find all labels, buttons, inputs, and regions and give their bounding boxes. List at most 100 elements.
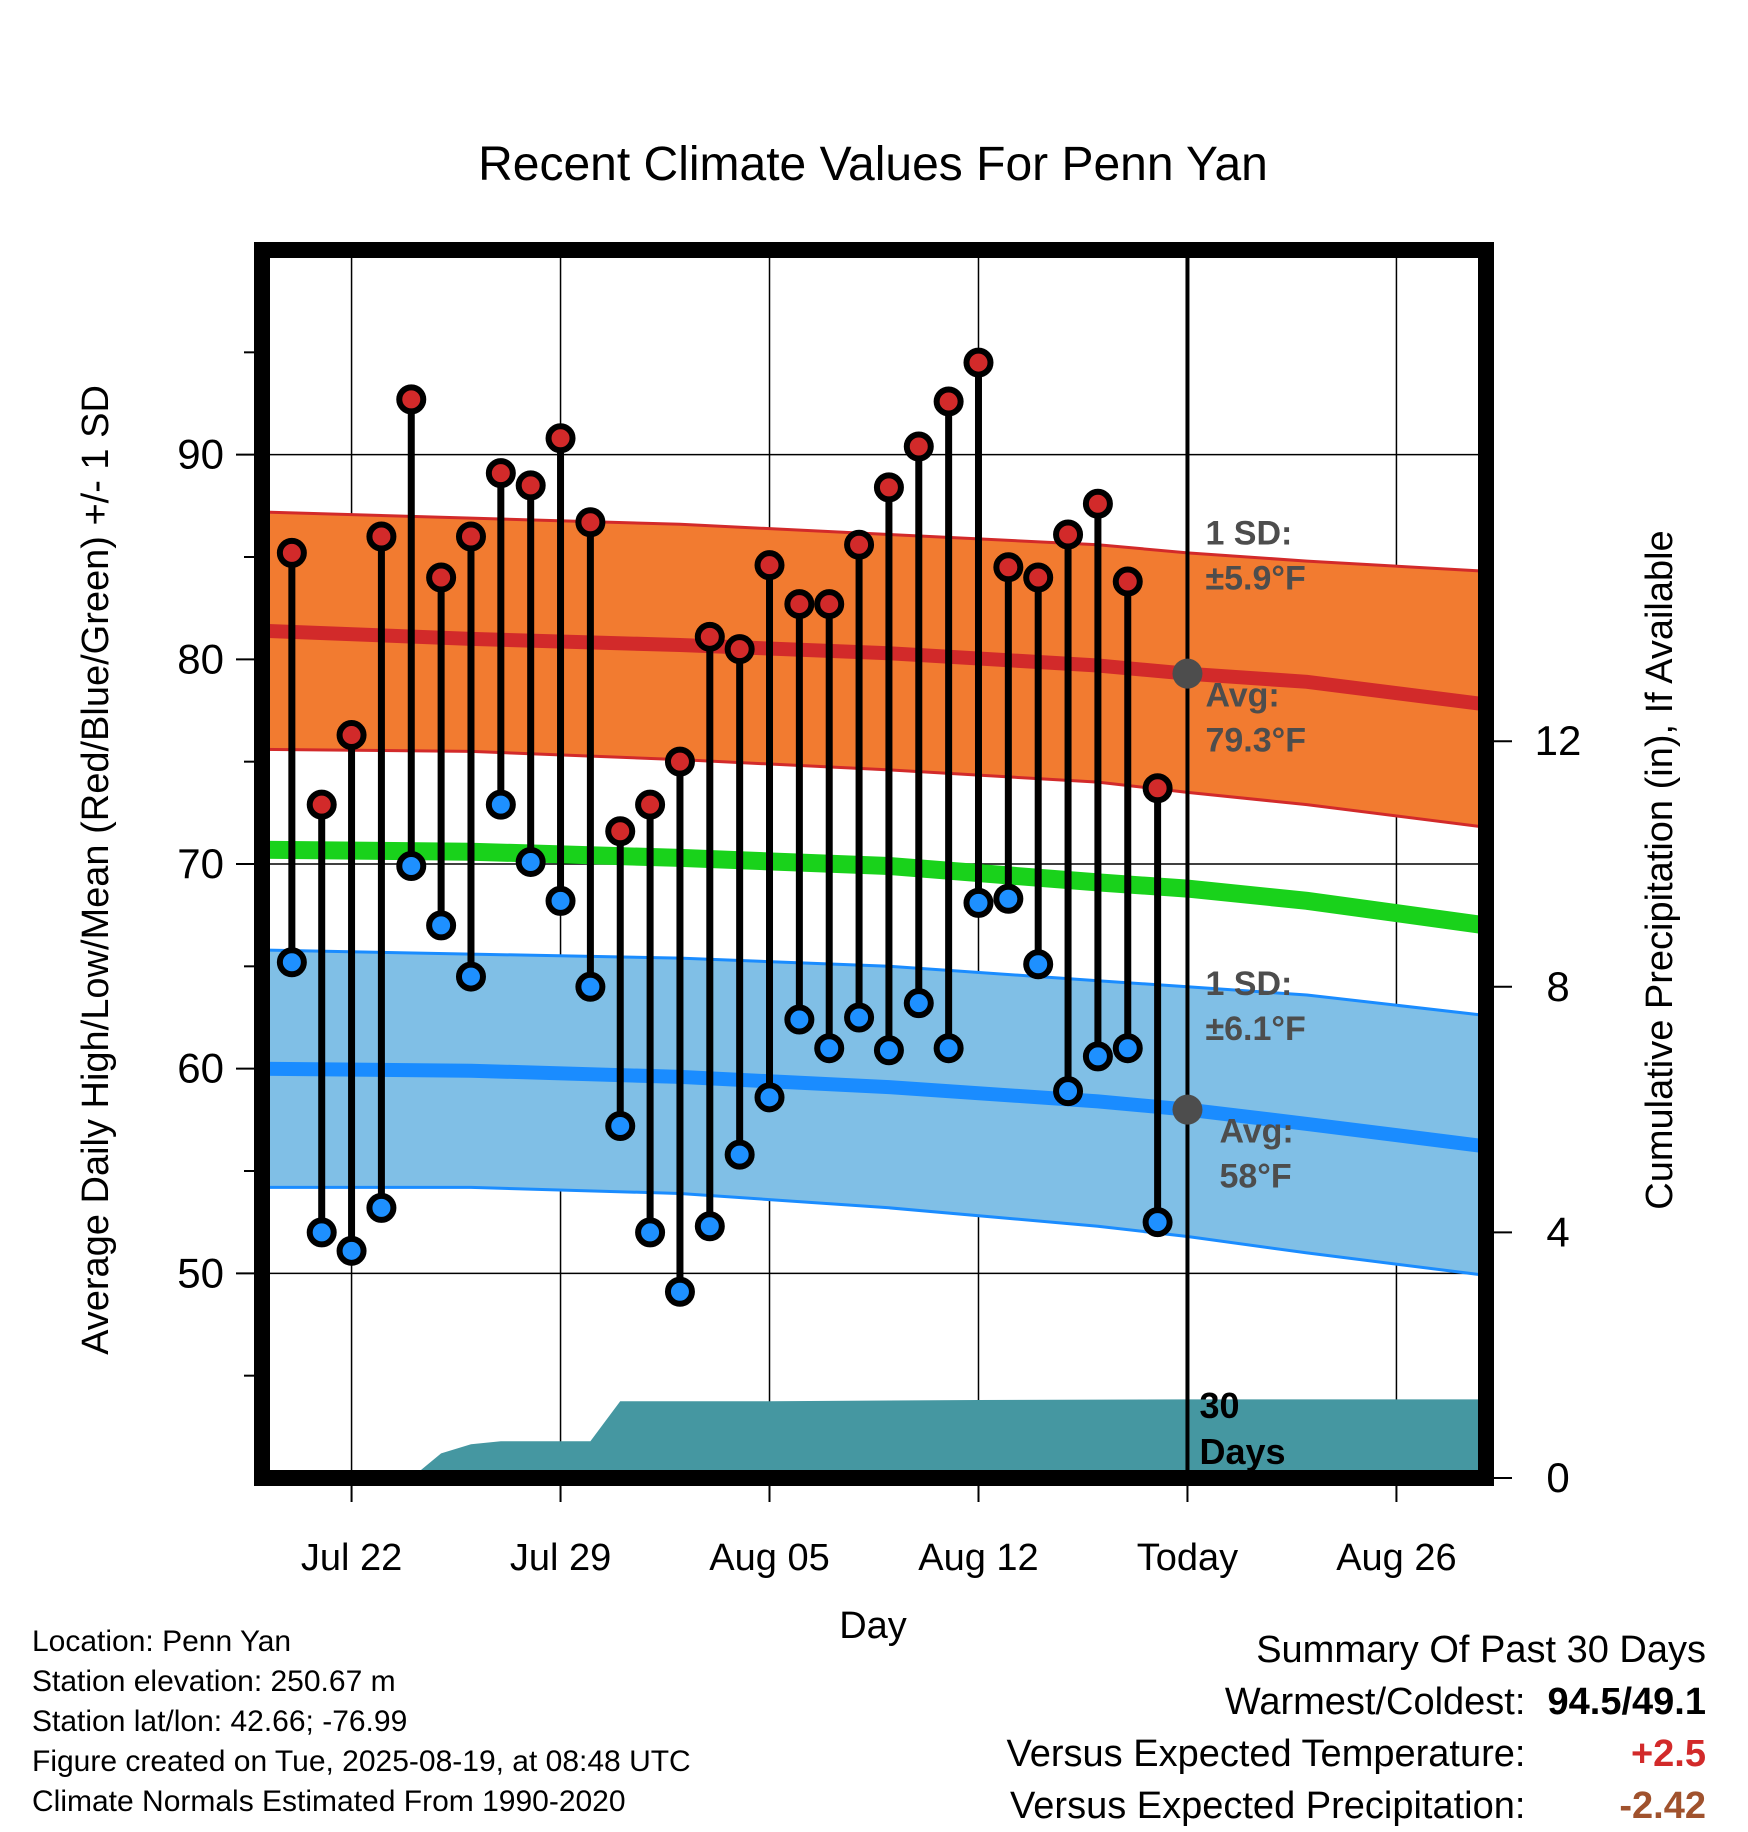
daily-low-point — [1053, 1076, 1084, 1107]
daily-high-point — [485, 458, 516, 489]
temp-departure-label: Versus Expected Temperature: — [1006, 1733, 1526, 1775]
daily-low-point — [575, 971, 606, 1002]
y2-tick-label: 4 — [1546, 1208, 1569, 1255]
daily-high-point — [635, 789, 666, 820]
daily-high-point — [515, 470, 546, 501]
daily-low-point — [724, 1139, 755, 1170]
daily-low-point — [515, 846, 546, 877]
temp-departure-value: +2.5 — [1630, 1733, 1706, 1775]
daily-low-point — [1023, 949, 1054, 980]
daily-low-point — [426, 910, 457, 941]
high-avg-value: 79.3°F — [1205, 721, 1306, 759]
location-text: Location: Penn Yan — [32, 1625, 292, 1658]
daily-high-point — [575, 507, 606, 538]
temp-departure-row: Versus Expected Temperature: +2.5 — [1007, 1728, 1706, 1780]
high-sd-lower-line — [262, 747, 1486, 829]
daily-low-point — [605, 1110, 636, 1141]
x-tick-label: Jul 29 — [510, 1537, 611, 1579]
daily-high-point — [366, 521, 397, 552]
precip-departure-row: Versus Expected Precipitation: -2.42 — [1007, 1780, 1706, 1832]
y2-tick-label: 0 — [1546, 1454, 1569, 1501]
summary-panel: Summary Of Past 30 Days Warmest/Coldest:… — [1007, 1624, 1706, 1832]
daily-high-point — [396, 384, 427, 415]
y-tick-label: 60 — [177, 1045, 224, 1092]
plot-frame — [254, 242, 1494, 1486]
high-sd-upper-line — [262, 510, 1486, 573]
station-info: Location: Penn Yan Station elevation: 25… — [32, 1622, 691, 1822]
daily-high-point — [903, 431, 934, 462]
y-tick-label: 80 — [177, 635, 224, 682]
high-sd-value: ±5.9°F — [1205, 560, 1305, 598]
daily-high-point — [455, 521, 486, 552]
daily-low-point — [664, 1276, 695, 1307]
daily-high-point — [336, 720, 367, 751]
x-tick-label: Jul 22 — [301, 1537, 402, 1579]
daily-low-point — [1112, 1033, 1143, 1064]
normal-mean-line — [262, 840, 1486, 935]
y2-tick-label: 8 — [1546, 963, 1569, 1010]
plot-content: 1 SD: ±5.9°F Avg: 79.3°F 1 SD: ±6.1°F Avg: 58°F… — [262, 250, 1486, 1478]
daily-high-point — [276, 537, 307, 568]
daily-low-point — [814, 1033, 845, 1064]
daily-low-point — [366, 1192, 397, 1223]
y2-axis-label: Cumulative Precipitation (in), If Availa… — [1639, 530, 1681, 1209]
precip-departure-value: -2.42 — [1619, 1785, 1706, 1827]
x-tick-label: Today — [1137, 1537, 1238, 1579]
daily-low-point — [963, 887, 994, 918]
daily-low-point — [873, 1035, 904, 1066]
daily-high-point — [306, 789, 337, 820]
daily-low-point — [336, 1235, 367, 1266]
y-tick-label: 50 — [177, 1249, 224, 1296]
normal-high-line — [262, 623, 1486, 712]
daily-high-point — [1023, 562, 1054, 593]
chart-title: Recent Climate Values For Penn Yan — [478, 138, 1268, 191]
normals-text: Climate Normals Estimated From 1990-2020 — [32, 1785, 626, 1818]
daily-low-point — [635, 1217, 666, 1248]
x-axis-label: Day — [839, 1605, 907, 1647]
today-window-unit: Days — [1199, 1431, 1285, 1472]
daily-low-point — [754, 1082, 785, 1113]
daily-high-point — [754, 550, 785, 581]
today-high-normal-marker — [1172, 658, 1203, 689]
daily-low-point — [1082, 1041, 1113, 1072]
low-sd-upper-line — [262, 948, 1486, 1017]
precip-area — [411, 1399, 1486, 1478]
created-text: Figure created on Tue, 2025-08-19, at 08… — [32, 1745, 691, 1778]
daily-high-point — [873, 472, 904, 503]
daily-low-point — [396, 851, 427, 882]
daily-high-point — [664, 746, 695, 777]
daily-high-point — [993, 552, 1024, 583]
precip-departure-label: Versus Expected Precipitation: — [1010, 1785, 1526, 1827]
low-sd-band — [262, 950, 1486, 1276]
daily-low-point — [844, 1002, 875, 1033]
elevation-text: Station elevation: 250.67 m — [32, 1665, 396, 1698]
warmest-coldest-value: 94.5/49.1 — [1547, 1681, 1706, 1723]
x-tick-label: Aug 12 — [918, 1537, 1038, 1579]
daily-high-point — [963, 347, 994, 378]
warmest-coldest-row: Warmest/Coldest: 94.5/49.1 — [1007, 1676, 1706, 1728]
high-avg-label: Avg: — [1205, 676, 1279, 714]
daily-high-point — [784, 589, 815, 620]
low-sd-value: ±6.1°F — [1205, 1010, 1305, 1048]
warmest-coldest-label: Warmest/Coldest: — [1224, 1681, 1526, 1723]
today-low-normal-marker — [1172, 1094, 1203, 1125]
daily-low-point — [276, 947, 307, 978]
y-tick-label: 90 — [177, 431, 224, 478]
daily-low-point — [694, 1211, 725, 1242]
daily-high-point — [1112, 566, 1143, 597]
daily-high-point — [933, 386, 964, 417]
plot-area: 1 SD: ±5.9°F Avg: 79.3°F 1 SD: ±6.1°F Avg: 58°F… — [177, 242, 1581, 1579]
daily-high-point — [1082, 488, 1113, 519]
low-avg-label: Avg: — [1219, 1112, 1293, 1150]
high-sd-band — [262, 512, 1486, 828]
daily-high-point — [426, 562, 457, 593]
normal-low-line — [262, 1061, 1486, 1154]
daily-high-point — [545, 423, 576, 454]
daily-low-point — [545, 885, 576, 916]
daily-high-point — [605, 816, 636, 847]
daily-low-point — [784, 1004, 815, 1035]
low-sd-lower-line — [262, 1185, 1486, 1277]
daily-high-point — [724, 634, 755, 665]
x-tick-label: Aug 05 — [709, 1537, 829, 1579]
